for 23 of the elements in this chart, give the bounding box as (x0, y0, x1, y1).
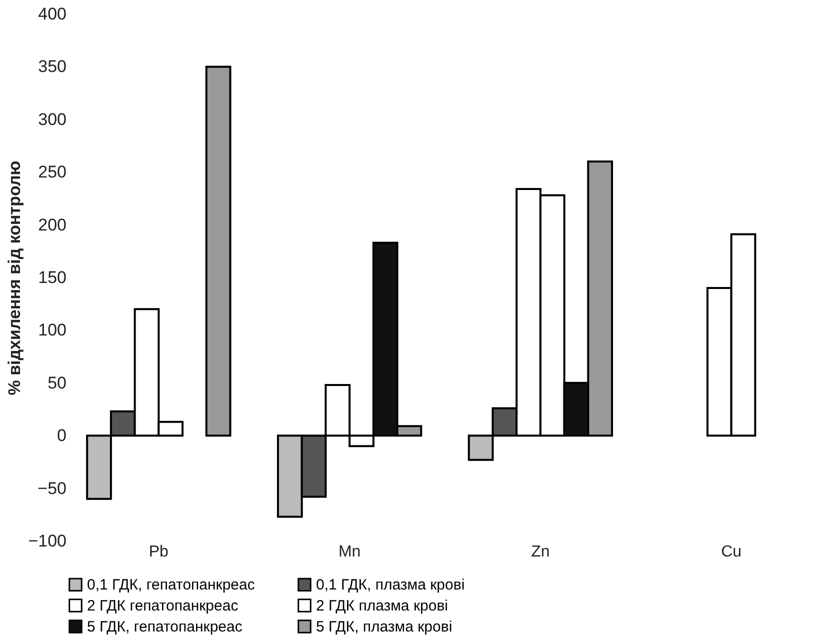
y-tick-label: 300 (38, 110, 66, 129)
x-tick-label: Pb (148, 544, 169, 560)
y-axis-title: % відхилення від контролю (5, 160, 24, 396)
x-tick-label: Zn (531, 544, 550, 560)
y-tick-label: −100 (28, 532, 66, 550)
legend-label: 2 ГДК плазма крові (316, 598, 448, 614)
legend-label: 0,1 ГДК, гепатопанкреас (87, 576, 256, 594)
y-tick-label: 50 (48, 373, 66, 392)
x-tick-label: Cu (721, 544, 742, 560)
legend-label: 2 ГДК гепатопанкреас (87, 598, 239, 614)
legend-label: 5 ГДК, плазма крові (316, 618, 452, 636)
y-tick-label: 100 (38, 320, 66, 340)
y-tick-label: 250 (38, 162, 66, 182)
bar (205, 66, 232, 437)
y-tick-label: −50 (38, 478, 66, 498)
y-tick-label: 200 (38, 215, 66, 234)
y-tick-label: 150 (38, 268, 66, 287)
legend-label: 5 ГДК, гепатопанкреас (87, 618, 243, 636)
y-tick-label: 0 (57, 426, 66, 446)
x-tick-label: Mn (338, 544, 361, 560)
y-tick-label: 350 (38, 57, 66, 76)
legend-label: 0,1 ГДК, плазма крові (316, 576, 465, 594)
y-tick-label: 400 (38, 4, 66, 24)
